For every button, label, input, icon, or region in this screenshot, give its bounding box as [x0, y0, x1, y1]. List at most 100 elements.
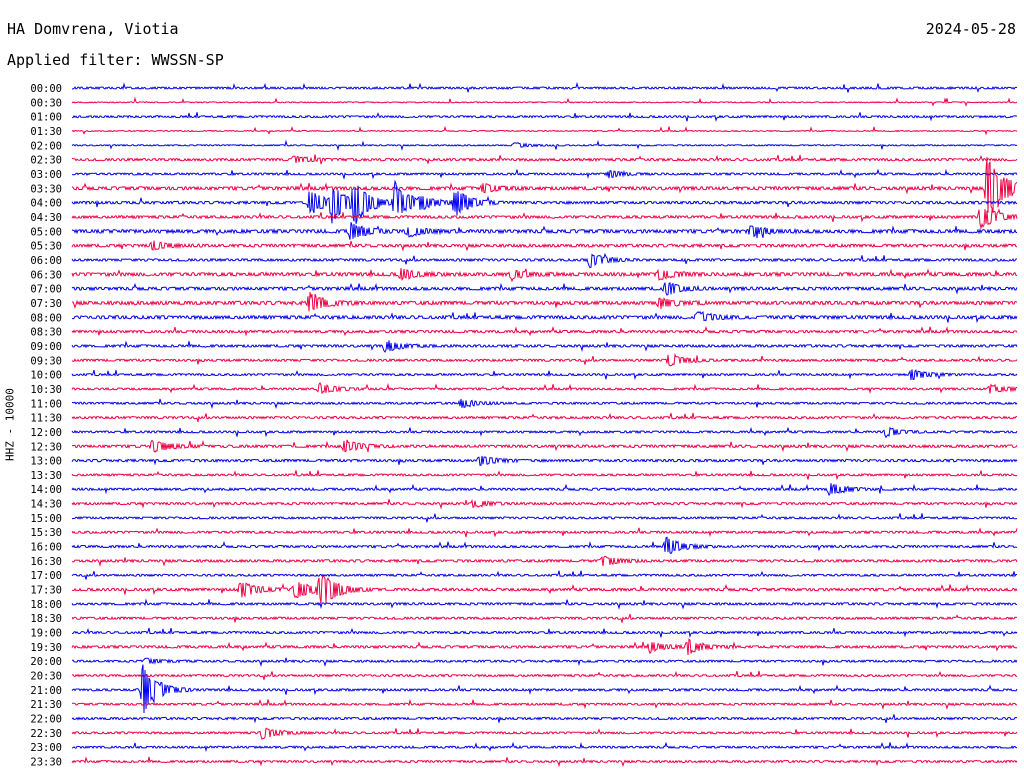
row-time-label: 00:30 — [30, 97, 62, 109]
seismic-trace-0500 — [71, 222, 1018, 240]
seismic-trace-2230 — [71, 727, 1018, 740]
row-time-label: 13:00 — [30, 456, 62, 468]
seismic-trace-1200 — [71, 426, 1018, 439]
row-time-label: 12:30 — [30, 441, 62, 453]
row-time-label: 19:00 — [30, 628, 62, 640]
row-time-label: 11:30 — [30, 413, 62, 425]
row-time-label: 17:30 — [30, 585, 62, 597]
seismic-trace-2300 — [71, 741, 1018, 753]
seismic-trace-0830 — [71, 326, 1018, 337]
row-time-label: 15:00 — [30, 513, 62, 525]
row-time-label: 10:00 — [30, 370, 62, 382]
row-time-label: 22:30 — [30, 728, 62, 740]
seismic-trace-1130 — [71, 412, 1018, 423]
row-time-label: 09:00 — [30, 341, 62, 353]
row-time-label: 14:30 — [30, 499, 62, 511]
row-time-label: 13:30 — [30, 470, 62, 482]
seismic-trace-1900 — [71, 627, 1018, 638]
row-time-label: 19:30 — [30, 642, 62, 654]
seismic-trace-0300 — [71, 168, 1018, 180]
row-time-label: 20:00 — [30, 656, 62, 668]
seismic-trace-0700 — [71, 281, 1018, 296]
row-time-label: 08:00 — [30, 312, 62, 324]
seismic-trace-0930 — [71, 352, 1018, 367]
seismic-trace-2200 — [71, 714, 1018, 724]
row-time-label: 00:00 — [30, 83, 62, 95]
row-time-label: 05:00 — [30, 226, 62, 238]
row-time-label: 10:30 — [30, 384, 62, 396]
row-time-label: 02:00 — [30, 140, 62, 152]
seismic-trace-0600 — [71, 252, 1018, 269]
row-time-label: 02:30 — [30, 155, 62, 167]
row-time-label: 23:00 — [30, 742, 62, 754]
seismic-trace-2030 — [71, 670, 1018, 680]
seismic-trace-1430 — [71, 498, 1018, 510]
seismic-trace-1330 — [71, 470, 1018, 481]
row-time-label: 04:30 — [30, 212, 62, 224]
seismic-trace-1830 — [71, 613, 1018, 623]
row-time-label: 06:00 — [30, 255, 62, 267]
seismic-trace-0400 — [71, 179, 1018, 224]
seismic-trace-1000 — [71, 369, 1018, 381]
seismic-trace-1030 — [71, 382, 1018, 395]
row-time-label: 01:30 — [30, 126, 62, 138]
row-time-label: 17:00 — [30, 570, 62, 582]
seismic-trace-1500 — [71, 513, 1018, 523]
seismic-trace-0230 — [71, 154, 1018, 165]
row-time-label: 04:00 — [30, 198, 62, 210]
seismic-trace-2330 — [71, 756, 1018, 768]
row-time-label: 11:00 — [30, 398, 62, 410]
seismic-trace-0430 — [71, 208, 1018, 230]
seismic-trace-0800 — [71, 310, 1018, 324]
seismic-trace-0030 — [71, 96, 1018, 107]
row-time-label: 03:30 — [30, 183, 62, 195]
seismic-trace-0100 — [71, 112, 1018, 122]
row-time-label: 07:00 — [30, 284, 62, 296]
row-time-label: 05:30 — [30, 241, 62, 253]
seismic-trace-1100 — [71, 398, 1018, 410]
row-time-label: 01:00 — [30, 112, 62, 124]
row-time-label: 22:00 — [30, 714, 62, 726]
seismic-trace-1800 — [71, 598, 1017, 610]
seismic-trace-1300 — [71, 455, 1018, 466]
row-time-label: 18:30 — [30, 613, 62, 625]
seismic-trace-1230 — [71, 439, 1018, 453]
seismic-trace-0200 — [71, 139, 1018, 151]
seismic-trace-0000 — [71, 81, 1018, 93]
seismic-trace-1630 — [71, 555, 1018, 567]
seismic-trace-0630 — [71, 267, 1018, 283]
row-time-label: 16:00 — [30, 542, 62, 554]
row-time-label: 21:30 — [30, 699, 62, 711]
seismic-trace-0330 — [71, 157, 1018, 213]
row-time-label: 14:00 — [30, 484, 62, 496]
row-time-label: 07:30 — [30, 298, 62, 310]
seismic-trace-0130 — [71, 125, 1018, 136]
seismic-trace-1400 — [71, 483, 1018, 497]
row-time-label: 03:00 — [30, 169, 62, 181]
seismic-trace-1930 — [71, 638, 1018, 656]
seismic-trace-1530 — [71, 527, 1018, 538]
seismic-trace-0900 — [71, 340, 1018, 353]
row-time-label: 18:00 — [30, 599, 62, 611]
seismic-trace-1600 — [71, 536, 1018, 555]
seismic-trace-2000 — [71, 657, 1018, 668]
row-time-label: 06:30 — [30, 269, 62, 281]
row-time-label: 12:00 — [30, 427, 62, 439]
row-time-label: 09:30 — [30, 355, 62, 367]
row-time-label: 20:30 — [30, 671, 62, 683]
seismic-trace-1730 — [71, 575, 1018, 604]
seismic-trace-0530 — [71, 240, 1018, 252]
row-time-label: 16:30 — [30, 556, 62, 568]
seismic-trace-0730 — [71, 292, 1018, 312]
seismic-trace-1700 — [71, 570, 1017, 580]
filter-label: Applied filter: WWSSN-SP — [7, 51, 224, 69]
seismic-trace-2100 — [71, 664, 1018, 714]
date-label: 2024-05-28 — [925, 20, 1016, 38]
row-time-label: 08:30 — [30, 327, 62, 339]
row-time-label: 21:00 — [30, 685, 62, 697]
row-time-label: 15:30 — [30, 527, 62, 539]
row-time-label: 23:30 — [30, 757, 62, 769]
station-title: HA Domvrena, Viotia — [7, 20, 179, 38]
seismic-trace-2130 — [71, 698, 1018, 711]
